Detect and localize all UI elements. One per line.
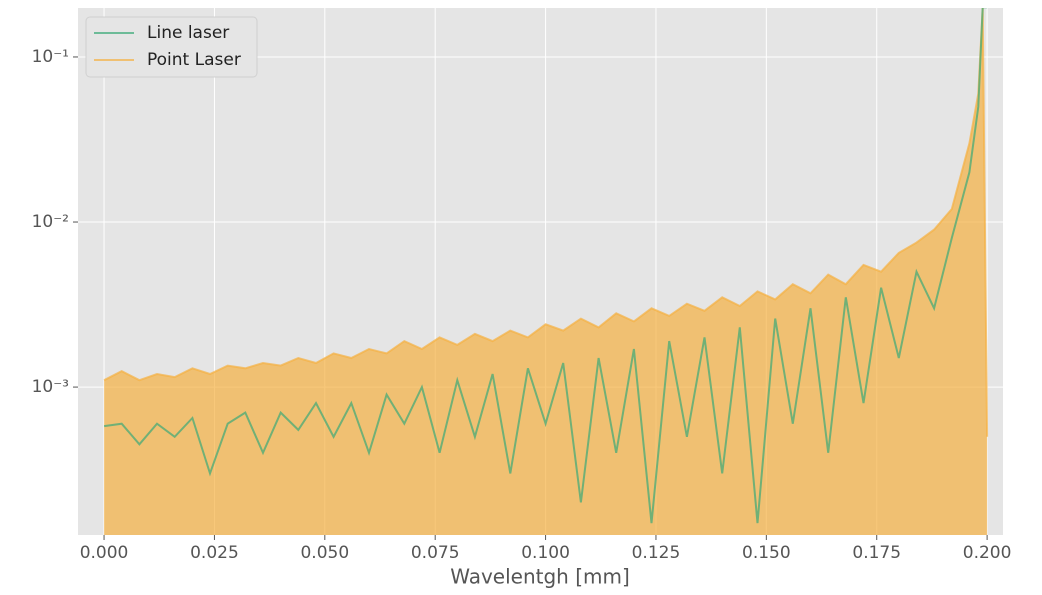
x-tick-label: 0.175 [852, 543, 901, 563]
x-tick-label: 0.100 [521, 543, 570, 563]
legend-label: Point Laser [147, 50, 241, 70]
x-tick-label: 0.200 [963, 543, 1012, 563]
x-tick-label: 0.075 [411, 543, 460, 563]
legend: Line laser Point Laser [85, 16, 258, 78]
x-tick-label: 0.025 [190, 543, 239, 563]
x-tick-label: 0.000 [80, 543, 129, 563]
y-tick-label: 10⁻² [32, 212, 69, 232]
y-tick-label: 10⁻³ [32, 377, 69, 397]
area-fill [104, 8, 988, 535]
series-line [103, 8, 988, 524]
ticks: 0.000 0.025 0.050 0.075 0.100 0.125 0.150 0.175… [32, 47, 1012, 563]
x-tick-label: 0.125 [632, 543, 681, 563]
marks [103, 8, 989, 535]
x-axis-label: Wavelentgh [mm] [450, 565, 630, 589]
x-tick-label: 0.050 [300, 543, 349, 563]
y-tick-label: 10⁻¹ [32, 47, 69, 67]
series-line [103, 8, 989, 437]
legend-label: Line laser [147, 23, 229, 43]
x-tick-label: 0.150 [742, 543, 791, 563]
